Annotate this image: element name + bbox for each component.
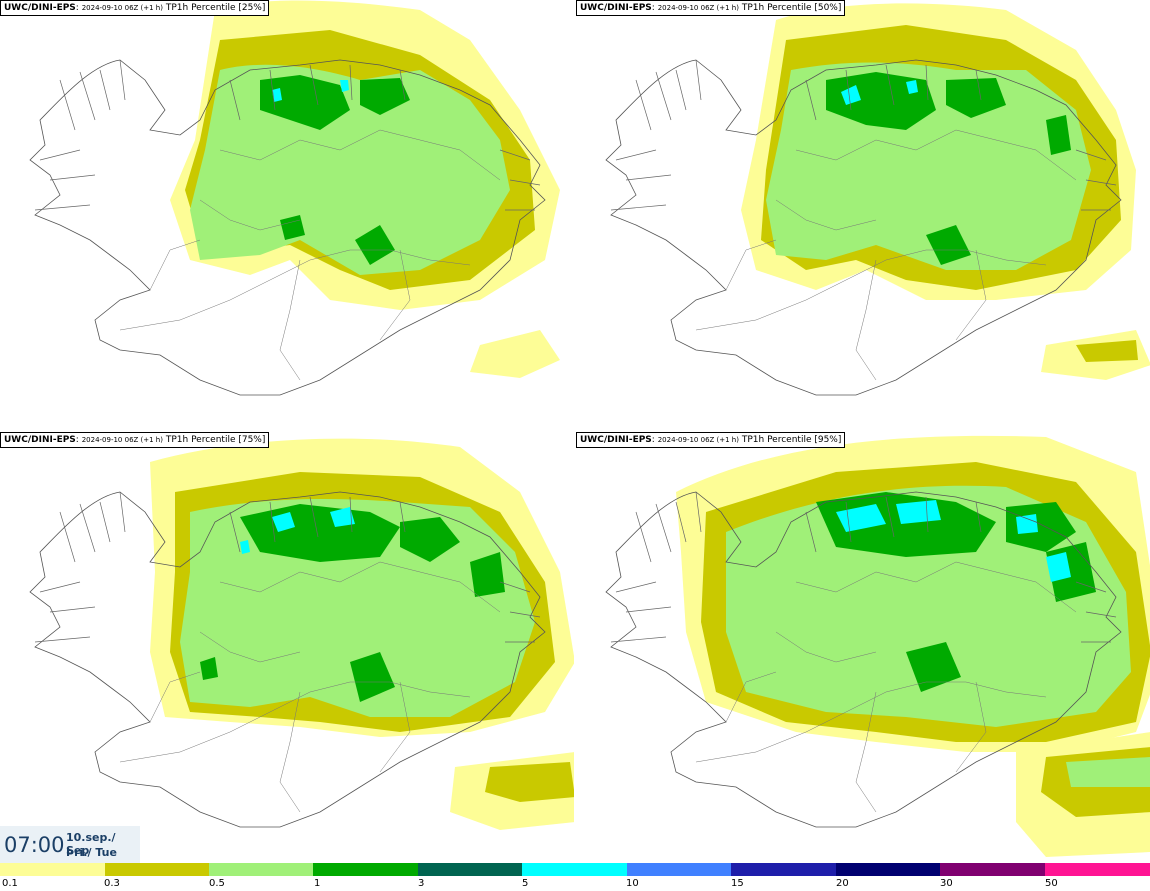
legend-label: 20 — [836, 878, 849, 889]
precip-band-cyan — [1016, 514, 1038, 534]
fjord-lines — [34, 59, 541, 211]
panel-title: UWC/DINI-EPS: 2024-09-10 06Z (+1 h) TP1h… — [576, 432, 846, 448]
legend-label: 30 — [940, 878, 953, 889]
map-panel-p95: UWC/DINI-EPS: 2024-09-10 06Z (+1 h) TP1h… — [576, 432, 1150, 860]
legend-label: 0.3 — [104, 878, 120, 889]
legend-swatch — [627, 863, 731, 876]
border-lines — [695, 129, 1077, 381]
legend-swatch — [731, 863, 836, 876]
precip-band-cyan — [340, 80, 349, 92]
legend-label: 50 — [1045, 878, 1058, 889]
precip-hollow — [410, 648, 434, 677]
legend-label: 0.1 — [2, 878, 18, 889]
legend-swatch — [313, 863, 418, 876]
precip-band-cyan — [1046, 552, 1071, 582]
coastline — [29, 491, 546, 828]
precip-band-cyan — [836, 504, 886, 532]
precip-band-dark — [470, 552, 505, 597]
precip-band-cyan — [906, 80, 918, 94]
precip-band-green — [1066, 757, 1150, 787]
precip-band-cyan — [896, 500, 941, 524]
precip-map — [605, 435, 1150, 857]
precip-band-dark — [355, 225, 395, 265]
precip-band-dark — [906, 642, 961, 692]
precip-band-dark — [400, 517, 460, 562]
precip-band-dark — [926, 225, 971, 265]
precip-map — [605, 3, 1150, 396]
precip-band-light — [470, 330, 560, 378]
precip-band-cyan — [240, 540, 250, 554]
precip-band-cyan — [841, 85, 861, 105]
valid-day: Þri./ Tue — [66, 846, 117, 859]
precip-band-mid — [1076, 340, 1138, 362]
panel-title: UWC/DINI-EPS: 2024-09-10 06Z (+1 h) TP1h… — [0, 0, 270, 16]
precip-band-dark — [200, 657, 218, 680]
border-lines — [119, 561, 501, 813]
coastline — [29, 59, 546, 396]
fjord-lines — [34, 491, 541, 643]
valid-time-box: 07:00 10.sep./ Sep Þri./ Tue — [0, 826, 140, 864]
precip-band-dark — [350, 652, 395, 702]
precip-band-dark — [360, 78, 410, 115]
precip-band-green — [180, 499, 535, 717]
legend-label: 10 — [626, 878, 639, 889]
legend-swatch — [209, 863, 313, 876]
legend-swatch — [418, 863, 522, 876]
valid-date: 10.sep./ Sep — [66, 831, 116, 857]
fjord-lines — [610, 59, 1117, 211]
legend-swatch — [0, 863, 105, 876]
legend-label: 5 — [522, 878, 529, 889]
coastline — [605, 59, 1122, 396]
map-panel-p25: UWC/DINI-EPS: 2024-09-10 06Z (+1 h) TP1h… — [0, 0, 574, 428]
legend-swatch — [522, 863, 627, 876]
fjord-lines — [610, 491, 1117, 643]
legend-swatch — [105, 863, 209, 876]
precip-map — [29, 0, 560, 396]
legend-label: 15 — [731, 878, 744, 889]
precip-band-dark — [260, 75, 350, 130]
legend-label: 1 — [314, 878, 321, 889]
precip-hollow — [340, 196, 364, 225]
legend-swatch — [1045, 863, 1150, 876]
precip-hollow — [420, 215, 445, 245]
legend-swatch — [836, 863, 940, 876]
border-lines — [119, 129, 501, 381]
precip-band-cyan — [330, 507, 355, 527]
map-panel-p75: UWC/DINI-EPS: 2024-09-10 06Z (+1 h) TP1h… — [0, 432, 574, 860]
precip-band-mid — [485, 762, 574, 802]
map-panel-p50: UWC/DINI-EPS: 2024-09-10 06Z (+1 h) TP1h… — [576, 0, 1150, 428]
precip-band-dark — [946, 78, 1006, 118]
legend-swatch — [940, 863, 1045, 876]
panel-title: UWC/DINI-EPS: 2024-09-10 06Z (+1 h) TP1h… — [576, 0, 846, 16]
precip-band-green — [190, 64, 510, 275]
valid-hour: 07:00 — [4, 833, 65, 857]
color-legend: 0.1 0.3 0.5 1 3 5 10 15 20 30 50 — [0, 863, 1150, 891]
precip-band-dark — [1006, 502, 1076, 552]
precip-map — [29, 438, 574, 830]
border-lines — [695, 561, 1077, 813]
coastline — [605, 491, 1122, 828]
legend-label: 0.5 — [209, 878, 225, 889]
panel-title: UWC/DINI-EPS: 2024-09-10 06Z (+1 h) TP1h… — [0, 432, 270, 448]
precip-hollow — [906, 192, 927, 218]
legend-label: 3 — [418, 878, 425, 889]
precip-band-dark — [280, 215, 305, 240]
precip-band-dark — [1046, 115, 1071, 155]
precip-band-cyan — [272, 88, 282, 102]
precip-band-cyan — [272, 512, 295, 532]
